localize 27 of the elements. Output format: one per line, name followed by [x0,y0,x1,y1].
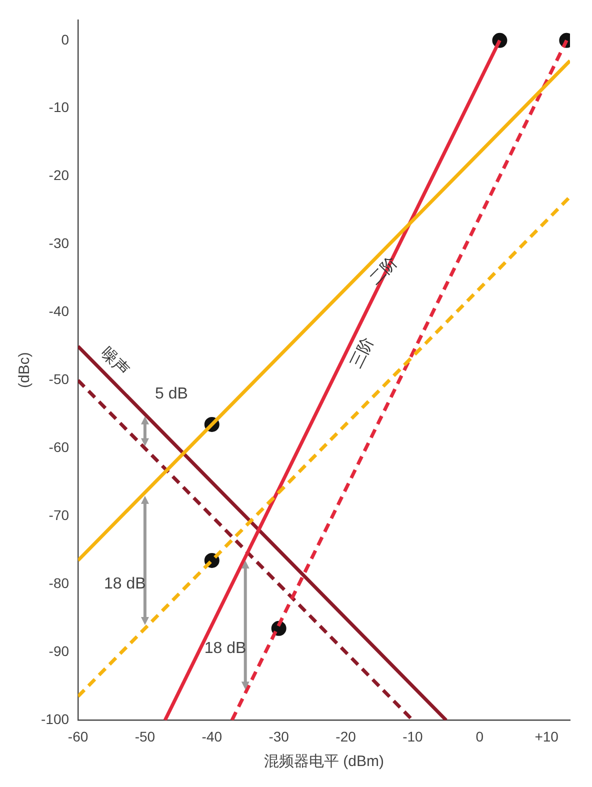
text: 三阶 [348,334,378,371]
y-tick-label: -100 [40,711,70,728]
y-tick-label: -70 [48,507,70,524]
x-axis-title: 混频器电平 (dBm) [264,753,384,770]
y-tick-label: -30 [48,235,70,252]
x-tick-label: -10 [402,728,424,744]
y-tick-label: -80 [48,575,70,592]
x-tick-label: +10 [534,728,559,744]
x-tick-label: -50 [134,728,156,744]
annotation: 5 dB [154,385,188,402]
x-tick-label: -30 [268,728,290,744]
y-tick-label: 0 [61,31,70,48]
annotation: 18 dB [104,576,146,593]
y-tick-label: -60 [48,439,70,456]
annotation: 18 dB [204,640,246,658]
x-tick-label: -40 [202,728,222,744]
y-tick-label: -90 [48,643,70,660]
x-tick-label: -60 [68,728,88,744]
x-tick-label: -20 [336,728,356,744]
y-tick-label: -50 [48,371,70,388]
y-tick-label: -10 [48,99,70,116]
y-tick-label: -20 [48,167,70,184]
text: 二阶 [366,254,402,288]
x-tick-label: 0 [476,728,484,744]
text: 噪声 [97,344,133,380]
y-tick-label: -40 [48,303,70,320]
y-axis-title: (dBc) [16,352,34,388]
